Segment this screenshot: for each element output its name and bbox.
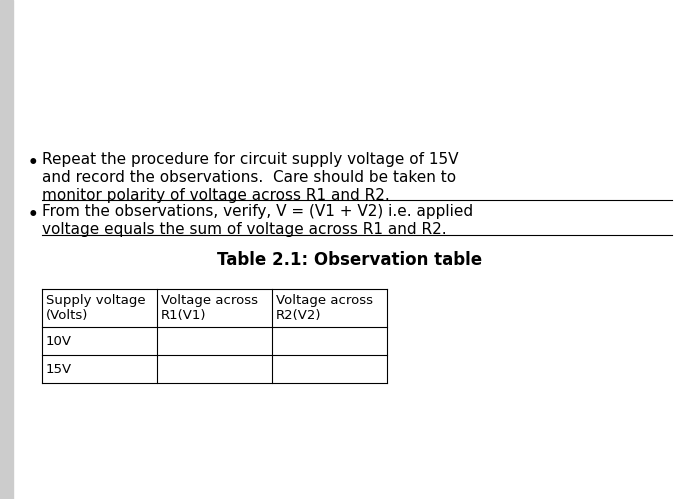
Text: Repeat the procedure for circuit supply voltage of 15V: Repeat the procedure for circuit supply … [42,152,458,167]
Text: monitor polarity of voltage across R1 and R2.: monitor polarity of voltage across R1 an… [42,188,390,203]
Text: •: • [28,154,38,172]
Text: •: • [28,206,38,224]
Text: and record the observations.  Care should be taken to: and record the observations. Care should… [42,170,456,185]
Text: voltage equals the sum of voltage across R1 and R2.: voltage equals the sum of voltage across… [42,222,447,237]
Text: From the observations, verify, V = (V1 + V2) i.e. applied: From the observations, verify, V = (V1 +… [42,204,473,219]
Bar [0,0,13,499]
Text: 15V: 15V [46,363,72,376]
Text: Voltage across: Voltage across [161,294,258,307]
Text: Supply voltage: Supply voltage [46,294,146,307]
Text: R1(V1): R1(V1) [161,309,206,322]
Text: 10V: 10V [46,335,72,348]
Text: R2(V2): R2(V2) [276,309,321,322]
Text: (Volts): (Volts) [46,309,88,322]
Text: Voltage across: Voltage across [276,294,373,307]
Text: Table 2.1: Observation table: Table 2.1: Observation table [218,251,482,269]
